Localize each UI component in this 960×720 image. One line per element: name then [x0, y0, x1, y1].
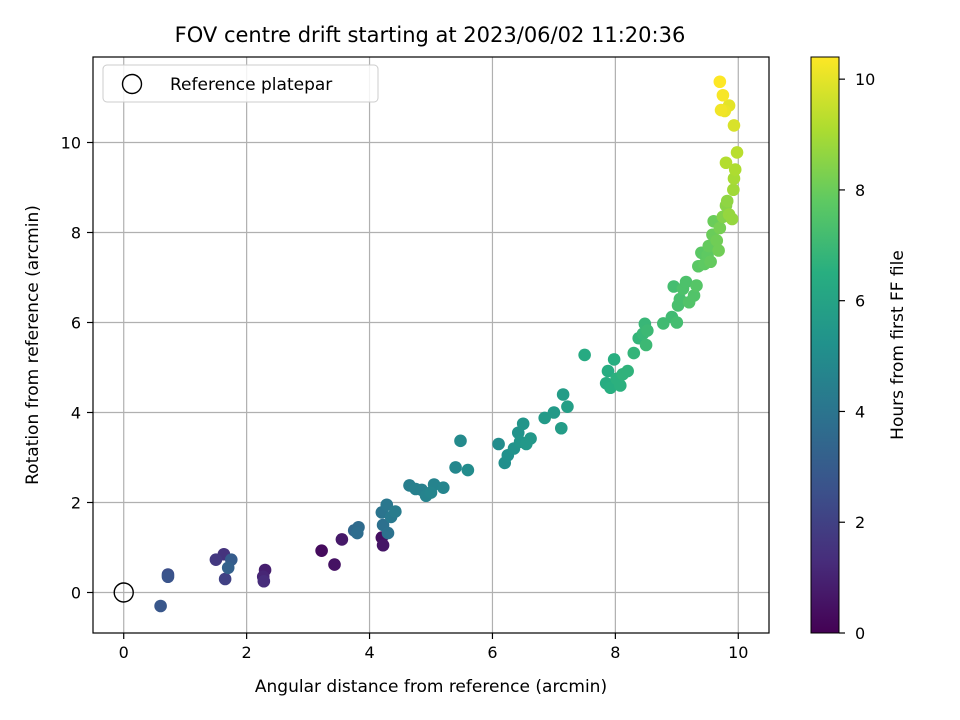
data-point	[554, 421, 568, 435]
colorbar-tick-label: 6	[855, 292, 865, 311]
data-point	[424, 486, 438, 499]
legend: Reference platepar	[102, 64, 379, 103]
data-point	[221, 561, 235, 575]
data-point	[621, 364, 634, 378]
data-point	[381, 526, 395, 540]
data-point	[601, 364, 615, 378]
x-tick-label: 0	[119, 643, 129, 662]
data-point	[328, 558, 341, 571]
legend-marker-reference	[121, 73, 143, 95]
y-tick-label: 2	[71, 494, 81, 513]
data-point	[690, 279, 703, 292]
data-point	[613, 379, 627, 392]
data-point	[725, 212, 739, 226]
data-point	[154, 599, 167, 613]
data-point	[719, 156, 733, 170]
data-point	[641, 324, 654, 337]
y-axis-label: Rotation from reference (arcmin)	[23, 205, 43, 485]
colorbar-tick-label: 10	[855, 70, 875, 89]
data-point	[710, 234, 724, 247]
data-point	[679, 275, 693, 289]
data-point	[627, 346, 641, 360]
y-axis-ticks: 0 2 4 6 8 10	[61, 134, 93, 603]
legend-box	[102, 64, 379, 103]
data-point	[516, 417, 530, 431]
x-tick-label: 8	[610, 643, 620, 662]
data-point	[712, 244, 725, 257]
data-point	[713, 75, 727, 89]
data-point	[687, 289, 701, 302]
data-point	[257, 574, 271, 588]
data-point	[389, 505, 402, 518]
x-tick-label: 10	[728, 643, 748, 662]
data-point	[380, 498, 394, 512]
data-point	[713, 221, 727, 235]
data-point	[670, 316, 684, 329]
data-point	[524, 432, 537, 445]
colorbar-tick-label: 0	[855, 624, 865, 643]
x-axis-label: Angular distance from reference (arcmin)	[255, 677, 607, 697]
data-point	[704, 255, 717, 269]
y-tick-label: 4	[71, 404, 81, 423]
colorbar-gradient	[810, 56, 840, 634]
data-point	[492, 437, 505, 451]
plot-frame	[92, 56, 770, 634]
data-point	[714, 103, 728, 117]
data-point	[730, 146, 744, 159]
data-point	[639, 338, 653, 352]
data-point	[209, 553, 223, 566]
data-point	[561, 400, 574, 413]
data-point	[556, 388, 570, 401]
colorbar-tick-label: 2	[855, 513, 865, 532]
data-point	[604, 381, 617, 395]
data-point	[720, 194, 734, 208]
data-point	[727, 119, 741, 132]
colorbar-tick-label: 4	[855, 402, 865, 421]
data-point	[218, 572, 232, 586]
grid-lines	[93, 57, 769, 633]
data-point	[727, 183, 740, 197]
colorbar: 0 2 4 6 8 10 Hours from first FF file	[810, 56, 908, 643]
data-point	[607, 353, 621, 366]
y-tick-label: 8	[71, 224, 81, 243]
reference-platepar-marker	[113, 582, 134, 603]
data-point	[454, 434, 467, 448]
x-tick-label: 4	[364, 643, 374, 662]
data-point	[449, 461, 462, 474]
data-point	[578, 348, 591, 362]
y-tick-label: 0	[71, 584, 81, 603]
x-tick-label: 2	[242, 643, 252, 662]
data-point	[161, 570, 175, 584]
data-point	[728, 163, 742, 176]
chart-title: FOV centre drift starting at 2023/06/02 …	[175, 23, 686, 47]
data-point	[436, 481, 450, 494]
y-tick-label: 10	[61, 134, 81, 153]
data-point	[461, 463, 475, 477]
data-point	[716, 88, 730, 102]
colorbar-ticks: 0 2 4 6 8 10	[839, 70, 875, 643]
legend-label-reference: Reference platepar	[170, 75, 332, 95]
data-point	[376, 538, 390, 552]
x-tick-label: 6	[487, 643, 497, 662]
data-point	[315, 544, 328, 557]
data-points	[113, 75, 744, 613]
data-point	[350, 526, 364, 540]
data-point	[538, 411, 551, 425]
x-axis-ticks: 0 2 4 6 8 10	[119, 633, 748, 662]
data-point	[547, 406, 561, 419]
data-point	[335, 533, 349, 546]
colorbar-tick-label: 8	[855, 181, 865, 200]
y-tick-label: 6	[71, 314, 81, 333]
colorbar-label: Hours from first FF file	[888, 250, 908, 440]
